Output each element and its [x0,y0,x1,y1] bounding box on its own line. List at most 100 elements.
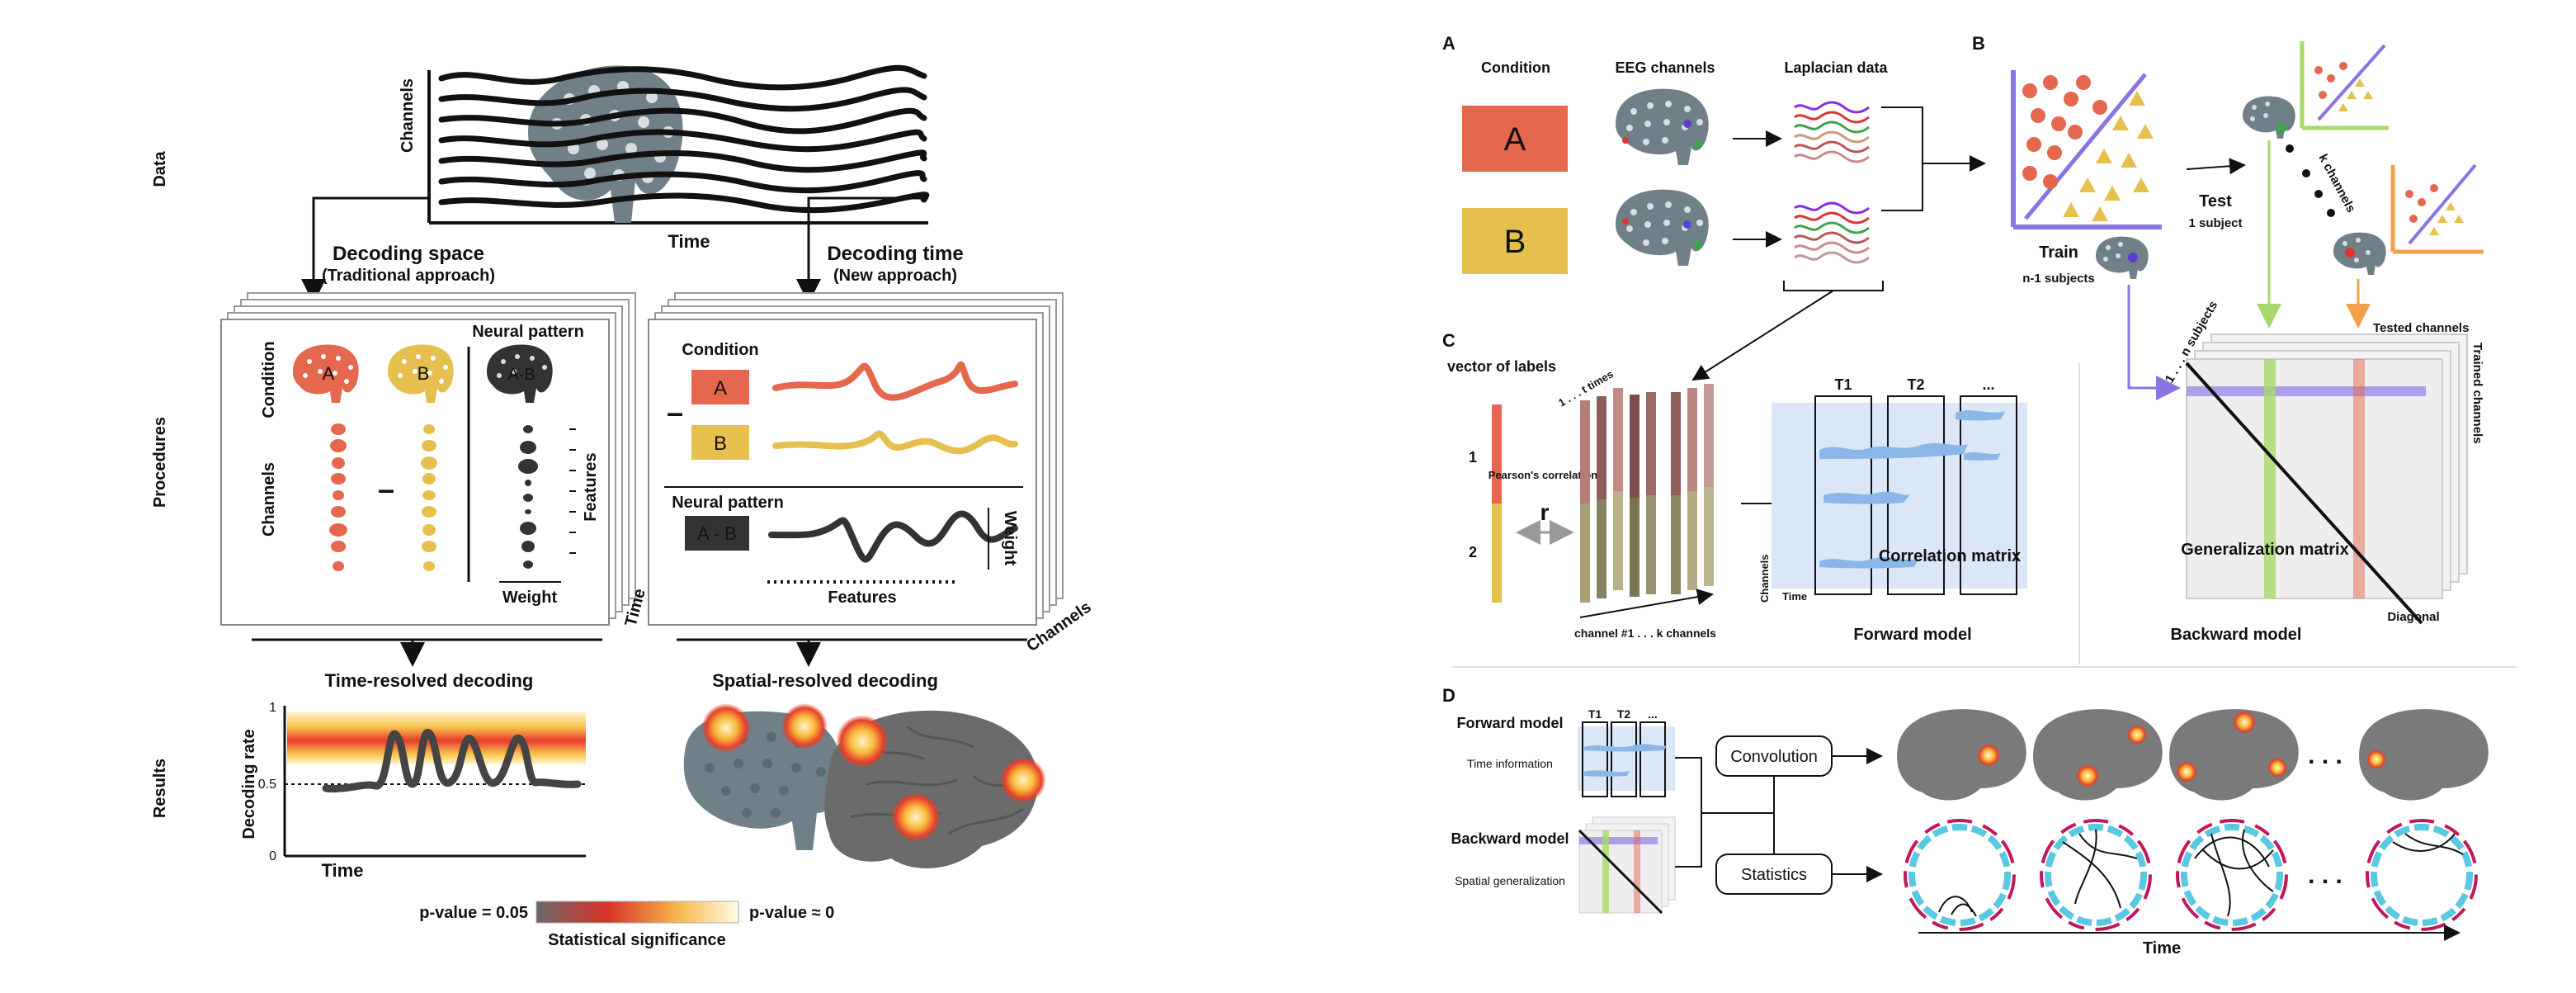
cond-box-a [1462,106,1568,172]
generalization-matrix-label: Generalization matrix [2181,541,2348,559]
neural-pattern-label-space: Neural pattern [472,323,584,341]
head-b-label: B [418,363,430,384]
pearson-label: Pearson's correlation [1489,469,1597,481]
train-head [2096,236,2149,279]
d-backward-label: Backward model [1451,830,1569,847]
time-box-a-label: A [714,377,727,400]
diagonal-label: Diagonal [2387,610,2439,624]
test-sub-label: 1 subject [2188,216,2242,230]
corr-channels-label: Channels [1758,554,1771,603]
trained-channels-label: Trained channels [2470,343,2484,444]
time-curve-diff [768,510,1018,563]
k-channels-dots [2286,144,2335,217]
colorbar-left-label: p-value = 0.05 [419,904,528,922]
d-forward-sub: Time information [1467,757,1553,770]
connectome-row [1904,819,2478,931]
convolution-label: Convolution [1730,748,1818,766]
head-ab: A-B [487,344,553,403]
time-box-ab-label: A - B [697,523,737,544]
corr-matrix-label: Correlation matrix [1879,547,2021,565]
panel-A-letter: A [1442,33,1455,54]
minus-space: – [378,472,394,506]
channel-dots-b [421,424,437,571]
train-label: Train [2039,244,2078,262]
features-label-space: Features [582,452,600,521]
panel-D-letter: D [1442,685,1455,706]
cond-box-a-label: A [1504,121,1526,158]
tick-bottom: 0 [269,849,276,863]
d-t1-label: T1 [1588,707,1602,721]
brain-2 [2033,709,2163,801]
label-vector-1 [1492,404,1502,504]
vector-labels-label: vector of labels [1447,358,1556,375]
connectome-4 [2366,819,2478,931]
time-box-ab [685,516,749,551]
d-backward-matrix [1578,816,1676,915]
head-a-label: A [323,363,335,384]
decoding-time-title: Decoding time [827,243,963,265]
colorbar-right-label: p-value ≈ 0 [749,904,834,922]
d-backward-sub: Spatial generalization [1455,874,1565,887]
decoding-rate-ylabel: Decoding rate [240,729,258,839]
decoding-time-subtitle: (New approach) [833,267,957,285]
panel-B-letter: B [1972,33,1985,54]
data-panel: Channels Time [301,64,930,304]
r-label: r [1540,499,1550,525]
colorbar-caption: Statistical significance [548,931,726,949]
eeg-head-b [1616,189,1709,266]
corr-time-label: Time [1782,590,1807,603]
label-1: 1 [1469,449,1477,466]
connectome-dots: . . . [2308,862,2342,889]
panel-C-letter: C [1442,330,1455,351]
col-eeg: EEG channels [1615,59,1715,76]
connectome-2 [2040,819,2152,931]
time-box-b-label: B [714,433,727,455]
row-label-data: Data [151,150,169,187]
d-forward-label: Forward model [1456,715,1563,731]
weight-label-space: Weight [502,589,558,607]
forward-model-label: Forward model [1853,626,1971,644]
data-x-label: Time [668,231,710,252]
weight-label-time: Weight [1001,511,1019,566]
features-label-time: Features [828,589,896,607]
tdots-label: ... [1982,376,1994,393]
brain-1 [1897,709,2026,801]
eeg-head-a [1616,88,1709,165]
generalization-matrix [2185,333,2468,625]
decoding-space-title: Decoding space [333,243,484,265]
d-tdots-label: ... [1648,707,1658,721]
spatial-head [683,703,843,850]
test-head-1 [2243,96,2295,139]
time-condition-label: Condition [682,341,758,359]
time-box-a [691,370,749,404]
brain-3 [2169,709,2299,801]
backward-model-label: Backward model [2171,626,2302,644]
label-vector-2 [1492,504,1502,603]
k-channels-label: k channels [2315,152,2357,215]
row-label-results: Results [151,759,169,818]
col-laplacian: Laplacian data [1784,59,1888,76]
cond-box-b-label: B [1504,224,1526,260]
tested-channels-label: Tested channels [2373,321,2469,335]
statistics-label: Statistics [1741,866,1807,884]
t1-label: T1 [1834,376,1852,393]
label-2: 2 [1469,544,1477,560]
tick-mid: 0.5 [258,778,276,792]
time-curve-a [772,361,1018,401]
channel-dots-a [329,423,347,571]
brain-dots: . . . [2308,742,2342,769]
neural-pattern-label-time: Neural pattern [672,494,784,512]
test-scatter-green [2300,41,2389,130]
correlation-matrix [1772,395,2027,595]
space-channels-label: Channels [260,462,278,537]
channel-dots-diff [518,425,538,569]
laplacian-traces-a [1794,101,1870,163]
row-label-procedures: Procedures [151,417,169,508]
laplacian-traces-b [1794,201,1870,264]
test-head-2 [2333,232,2386,275]
time-box-b [691,425,749,460]
significance-colorbar [535,901,739,924]
test-label: Test [2199,192,2232,210]
train-sub-label: n-1 subjects [2022,272,2095,286]
